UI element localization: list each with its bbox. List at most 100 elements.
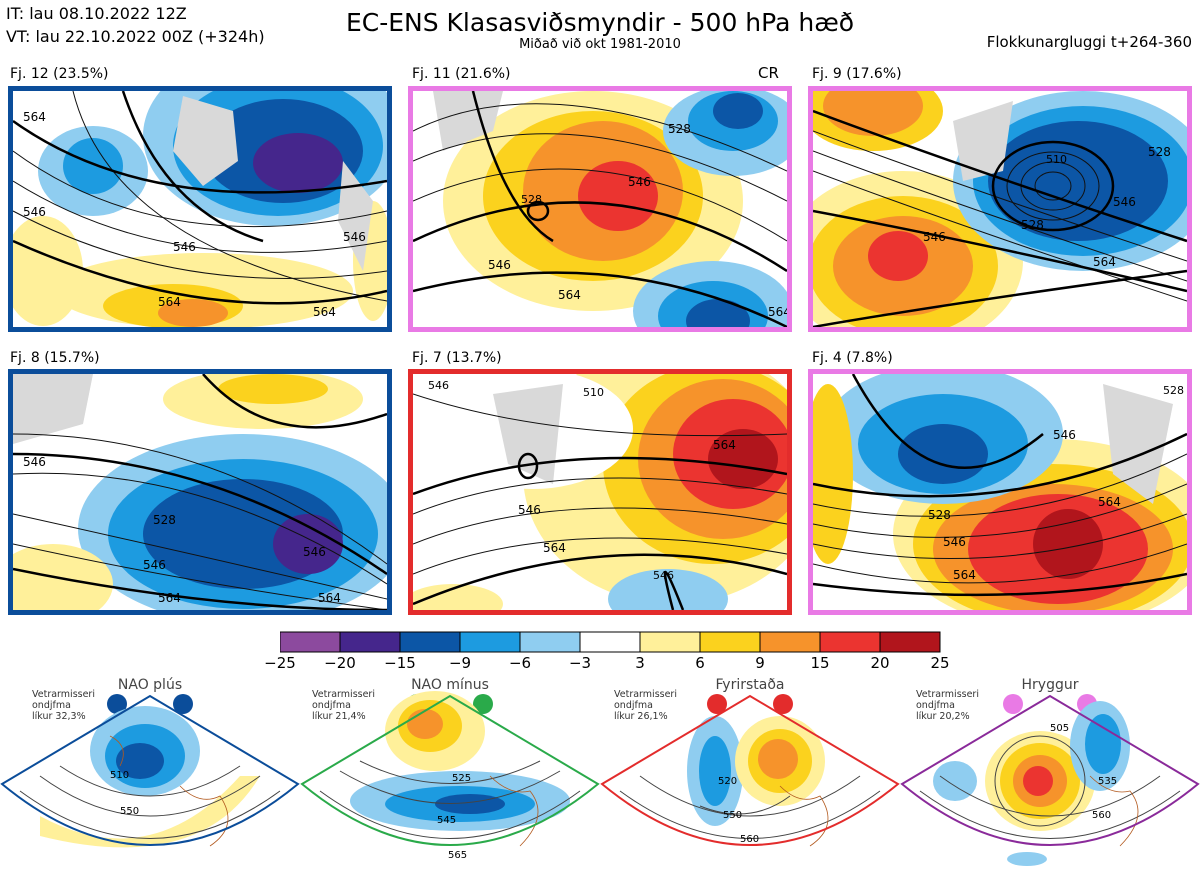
- panel-4-contour-2: 528: [153, 513, 176, 527]
- panel-3-contour-1: 510: [1046, 153, 1067, 166]
- panel-5-contour-1: 546: [428, 379, 449, 392]
- colorbar-tick-label: 3: [635, 654, 645, 672]
- panel-5-contour-3: 564: [713, 438, 736, 452]
- regime-2-name: NAO mínus: [411, 677, 489, 693]
- colorbar-swatch: [759, 631, 821, 653]
- colorbar-swatch: [699, 631, 761, 653]
- panel-2-contour-4: 546: [488, 258, 511, 272]
- regime-1-contour-1: 510: [110, 770, 129, 781]
- regime-nao-plus: NAO plús Vetrarmisseri ondjfma líkur 32,3%…: [0, 676, 300, 871]
- colorbar-tick-label: −20: [324, 654, 356, 672]
- colorbar-tick-label: −6: [508, 654, 532, 672]
- colorbar-tick-label: 9: [755, 654, 765, 672]
- regime-4-contour-1: 505: [1050, 723, 1069, 734]
- panel-6-contour-1: 546: [1053, 428, 1076, 442]
- panel-4-contour-3: 546: [303, 545, 326, 559]
- panel-4-contour-6: 564: [318, 591, 341, 605]
- regime-3-contour-2: 550: [723, 810, 742, 821]
- panel-2-contour-1: 528: [521, 193, 542, 206]
- colorbar-swatch: [819, 631, 881, 653]
- colorbar-tick-label: −3: [568, 654, 592, 672]
- map-panel-fj7: 546 510 564 546 564 546: [408, 369, 792, 615]
- panel-5-contour-2: 510: [583, 386, 604, 399]
- panel-4-contour-5: 564: [158, 591, 181, 605]
- colorbar-swatch: [519, 631, 581, 653]
- panel-5-contour-4: 546: [518, 503, 541, 517]
- panel-1-contour-4: 564: [313, 305, 336, 319]
- panel-2-cr-tag: CR: [758, 64, 779, 82]
- colorbar-tick-label: 15: [810, 654, 830, 672]
- map-panel-fj12: 564 546 546 564 546 564: [8, 86, 392, 332]
- colorbar-tick-label: −15: [384, 654, 416, 672]
- panel-6-contour-6: 528: [1163, 384, 1184, 397]
- regime-ridge: Hryggur Vetrarmisseri ondjfma líkur 20,2% …: [900, 676, 1200, 871]
- panel-5-label: Fj. 7 (13.7%): [412, 350, 502, 366]
- panel-1-contour-3: 546: [173, 240, 196, 254]
- regime-blocking: Fyrirstaða Vetrarmisseri ondjfma líkur 26,…: [600, 676, 900, 871]
- regime-2-contour-2: 545: [437, 815, 456, 826]
- page-subtitle: Miðað við okt 1981-2010: [519, 37, 681, 52]
- panel-2-contour-2: 546: [628, 175, 651, 189]
- panel-1-contour-6: 564: [158, 295, 181, 309]
- panel-6-label: Fj. 4 (7.8%): [812, 350, 893, 366]
- panel-1-contour-1: 564: [23, 110, 46, 124]
- colorbar-swatch: [399, 631, 461, 653]
- colorbar-tick-label: −25: [264, 654, 296, 672]
- colorbar: [279, 631, 944, 657]
- colorbar-tick-label: 20: [870, 654, 890, 672]
- panel-1-label: Fj. 12 (23.5%): [10, 66, 109, 82]
- regime-2-info: Vetrarmisseri ondjfma líkur 21,4%: [312, 689, 375, 722]
- panel-3-label: Fj. 9 (17.6%): [812, 66, 902, 82]
- regime-3-name: Fyrirstaða: [715, 677, 785, 693]
- regime-1-name: NAO plús: [117, 677, 183, 693]
- panel-4-contour-4: 546: [143, 558, 166, 572]
- colorbar-tick-label: −9: [448, 654, 472, 672]
- panel-6-contour-4: 564: [1098, 495, 1121, 509]
- map-panel-fj9: 510 528 546 564 546 528: [808, 86, 1192, 332]
- colorbar-swatch: [879, 631, 941, 653]
- panel-2-contour-5: 564: [558, 288, 581, 302]
- panel-3-contour-5: 546: [1113, 195, 1136, 209]
- regime-4-contour-3: 560: [1092, 810, 1111, 821]
- map-panel-fj4: 546 528 546 564 564 528: [808, 369, 1192, 615]
- regime-3-contour-1: 520: [718, 776, 737, 787]
- map-panel-fj11: 528 546 528 546 564 564: [408, 86, 792, 332]
- panel-3-contour-4: 564: [1093, 255, 1116, 269]
- colorbar-swatch: [339, 631, 401, 653]
- regime-4-name: Hryggur: [1021, 677, 1079, 693]
- panel-4-contour-1: 546: [23, 455, 46, 469]
- panel-2-contour-3: 528: [668, 122, 691, 136]
- panel-6-contour-5: 564: [953, 568, 976, 582]
- classification-window: Flokkunargluggi t+264-360: [986, 33, 1192, 51]
- valid-time: VT: lau 22.10.2022 00Z (+324h): [6, 27, 265, 46]
- panel-1-contour-2: 546: [23, 205, 46, 219]
- regime-2-contour-1: 525: [452, 773, 471, 784]
- panel-3-contour-6: 528: [1148, 145, 1171, 159]
- panel-5-contour-5: 564: [543, 541, 566, 555]
- page-title: EC-ENS Klasasviðsmyndir - 500 hPa hæð: [345, 8, 855, 37]
- panel-4-label: Fj. 8 (15.7%): [10, 350, 100, 366]
- colorbar-tick-label: 6: [695, 654, 705, 672]
- regime-4-info: Vetrarmisseri ondjfma líkur 20,2%: [916, 689, 979, 722]
- colorbar-swatch: [639, 631, 701, 653]
- regime-4-contour-2: 535: [1098, 776, 1117, 787]
- colorbar-swatch: [279, 631, 341, 653]
- panel-3-contour-3: 546: [923, 230, 946, 244]
- map-panel-fj8: 546 528 546 546 564 564: [8, 369, 392, 615]
- panel-1-contour-5: 546: [343, 230, 366, 244]
- regime-3-contour-3: 560: [740, 834, 759, 845]
- panel-5-contour-6: 546: [653, 569, 674, 582]
- regime-nao-minus: NAO mínus Vetrarmisseri ondjfma líkur 21,4…: [300, 676, 600, 871]
- regime-1-contour-2: 550: [120, 806, 139, 817]
- regime-1-info: Vetrarmisseri ondjfma líkur 32,3%: [32, 689, 95, 722]
- panel-2-contour-6: 564: [768, 305, 787, 319]
- colorbar-swatch: [579, 631, 641, 653]
- panel-3-contour-2: 528: [1021, 218, 1044, 232]
- regime-3-info: Vetrarmisseri ondjfma líkur 26,1%: [614, 689, 677, 722]
- colorbar-swatch: [459, 631, 521, 653]
- panel-2-label: Fj. 11 (21.6%): [412, 66, 511, 82]
- panel-6-contour-2: 528: [928, 508, 951, 522]
- colorbar-swatches: [279, 631, 941, 653]
- panel-6-contour-3: 546: [943, 535, 966, 549]
- colorbar-tick-label: 25: [930, 654, 950, 672]
